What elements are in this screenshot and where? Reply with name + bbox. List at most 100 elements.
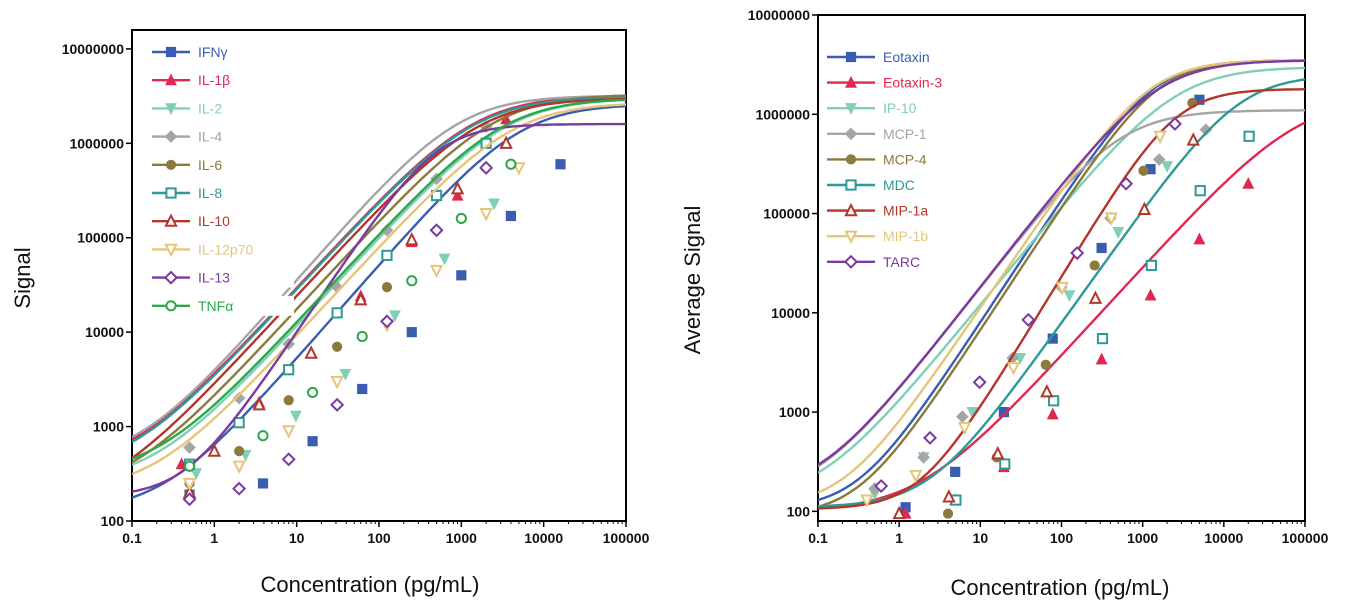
data-point	[357, 383, 368, 395]
legend-label: Eotaxin	[883, 49, 930, 65]
data-point	[1089, 260, 1100, 271]
legend-label: MCP-1	[883, 126, 927, 142]
series-line	[818, 121, 1305, 510]
data-point	[380, 223, 394, 237]
y-tick-label: 100000	[77, 230, 124, 246]
legend-marker	[165, 46, 177, 58]
data-point	[232, 391, 246, 405]
data-point	[499, 135, 513, 149]
legend-entry-bg	[148, 183, 294, 203]
legend-marker	[845, 75, 857, 88]
legend-marker	[165, 103, 177, 116]
legend-entry-bg	[823, 98, 979, 119]
data-point	[1243, 130, 1255, 142]
legend-entry: IP-10	[823, 98, 979, 119]
data-point	[183, 460, 196, 472]
legend-entry-bg	[823, 123, 979, 144]
legend-marker	[165, 300, 177, 312]
data-point	[1152, 153, 1166, 166]
x-tick-label: 1	[210, 530, 218, 546]
data-point	[182, 492, 197, 507]
series-IL-6	[132, 94, 626, 489]
legend-entry-bg	[823, 226, 979, 247]
series-MIP-1b	[818, 59, 1305, 508]
legend-label: IL-8	[198, 185, 222, 201]
data-point	[332, 341, 343, 352]
data-point	[505, 158, 517, 170]
data-point	[1063, 290, 1076, 303]
legend-marker	[165, 159, 177, 170]
data-point	[379, 314, 394, 329]
data-point	[488, 198, 501, 211]
series-line	[132, 97, 626, 459]
data-point	[257, 430, 269, 442]
legend-entry-bg	[148, 267, 294, 288]
x-axis-title: Concentration (pg/mL)	[951, 575, 1170, 600]
legend-label: IL-10	[198, 213, 230, 229]
legend-entry: TNFα	[148, 295, 294, 316]
x-axis-title: Concentration (pg/mL)	[261, 572, 480, 597]
data-point	[909, 469, 923, 484]
y-tick-label: 100000	[763, 206, 810, 222]
legend-marker	[164, 130, 178, 143]
data-point	[234, 445, 245, 457]
data-point	[381, 282, 393, 293]
series-line	[818, 59, 1305, 494]
data-point	[1095, 352, 1108, 365]
legend-entry: IL-4	[148, 126, 294, 147]
data-point	[233, 417, 245, 429]
y-tick-label: 1000	[779, 404, 810, 420]
legend-label: TNFα	[198, 298, 233, 314]
y-tick-label: 1000	[93, 419, 124, 435]
data-point	[438, 253, 451, 266]
legend-entry: IFNγ	[148, 42, 294, 62]
x-tick-label: 100	[367, 530, 391, 546]
legend-entry-bg	[148, 154, 294, 175]
data-point	[479, 208, 493, 222]
legend-entry: IL-12p70	[148, 239, 294, 260]
data-point	[1096, 332, 1109, 345]
legend-entry-bg	[823, 175, 979, 195]
data-point	[406, 327, 417, 338]
series-IL-10	[132, 97, 626, 499]
legend-label: MDC	[883, 177, 915, 193]
data-point	[1021, 312, 1036, 327]
data-point	[183, 441, 196, 454]
legend-entry-bg	[148, 126, 294, 147]
legend-entry-bg	[148, 239, 294, 260]
series-line	[818, 59, 1305, 466]
y-tick-label: 10000	[85, 324, 124, 340]
data-point	[923, 430, 938, 445]
legend-entry: MIP-1b	[823, 226, 979, 247]
data-point	[331, 307, 343, 319]
legend-label: IL-13	[198, 270, 230, 286]
legend-entry-bg	[148, 295, 294, 316]
legend-marker	[844, 230, 858, 245]
legend-entry-bg	[148, 211, 294, 232]
legend-label: IL-1β	[198, 72, 230, 88]
data-point	[1144, 288, 1157, 301]
legend-label: TARC	[883, 254, 920, 270]
legend-entry: IL-10	[148, 211, 294, 232]
data-point	[356, 330, 368, 343]
legend-marker	[164, 243, 178, 258]
data-point	[450, 180, 465, 195]
legend-entry-bg	[823, 149, 979, 170]
data-point	[451, 188, 464, 201]
x-tick-label: 10000	[524, 530, 563, 546]
legend-entry-bg	[823, 72, 979, 93]
legend-marker	[165, 73, 177, 86]
legend-marker	[845, 103, 857, 115]
legend-entry: MCP-4	[823, 149, 979, 170]
legend-marker	[845, 154, 857, 165]
data-point	[330, 375, 344, 390]
data-point	[429, 223, 444, 238]
series-MIP-1a	[818, 88, 1305, 520]
legend-entry-bg	[823, 47, 979, 67]
data-point	[991, 445, 1005, 460]
series-TNFα	[132, 98, 626, 472]
data-point	[999, 458, 1011, 470]
data-point	[1040, 383, 1054, 398]
data-point	[381, 249, 393, 261]
data-point	[1112, 227, 1125, 239]
